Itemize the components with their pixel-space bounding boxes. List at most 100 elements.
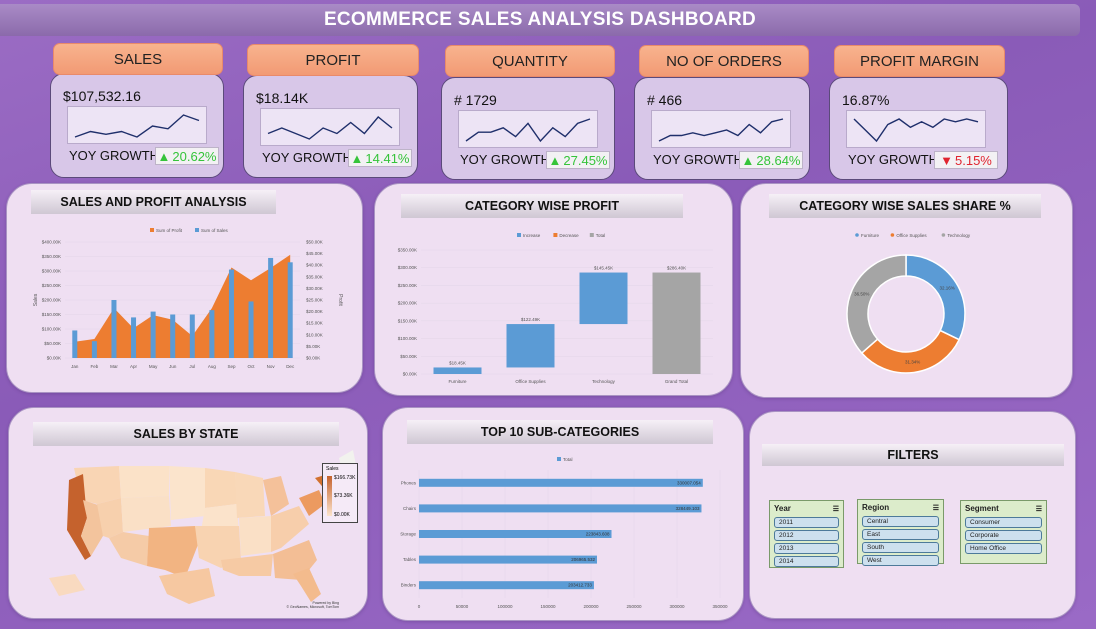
waterfall-bar — [433, 367, 482, 374]
hbar — [419, 478, 703, 487]
kpi-yoy-value: 27.45% — [563, 152, 608, 168]
y-tick-label: $400.00K — [42, 240, 61, 245]
data-label: $286.40K — [667, 266, 686, 271]
multi-select-icon[interactable]: ☰ — [932, 504, 939, 512]
us-map[interactable] — [9, 408, 367, 618]
kpi-yoy-value: 5.15% — [955, 152, 992, 168]
sales-profit-chart: Sum of Profit Sum of Sales $400.00K $350.00… — [33, 228, 343, 369]
x-tick-label: Jun — [169, 364, 177, 369]
y-tick-label: $0.00K — [47, 356, 61, 361]
slicer-item[interactable]: Consumer — [965, 517, 1042, 528]
legend-label: Office Supplies — [896, 233, 927, 238]
map-attribution-line: © GeoNames, Microsoft, TomTom — [286, 605, 340, 609]
slicer-item[interactable]: Home Office — [965, 543, 1042, 554]
triangle-up-icon: ▲ — [350, 150, 364, 166]
legend-swatch — [557, 457, 561, 461]
x-tick-label: 200000 — [583, 604, 599, 609]
slicer-item[interactable]: 2011 — [774, 517, 839, 528]
x-tick-label: Jul — [189, 364, 195, 369]
multi-select-icon[interactable]: ☰ — [1035, 505, 1042, 513]
x-tick-label: Technology — [592, 379, 616, 384]
data-label: 36.50% — [854, 292, 869, 297]
y-tick-label: $50.00K — [44, 341, 61, 346]
slicer-item[interactable]: West — [862, 555, 939, 566]
slicer-item[interactable]: Central — [862, 516, 939, 527]
kpi-label: PROFIT — [247, 44, 419, 76]
x-tick-label: 0 — [418, 604, 421, 609]
y-tick-label: Chairs — [403, 506, 417, 511]
slicer-item[interactable]: Corporate — [965, 530, 1042, 541]
kpi-label: SALES — [53, 43, 223, 75]
kpi-yoy-label: YOY GROWTH — [653, 152, 744, 167]
slicer-item[interactable]: 2012 — [774, 530, 839, 541]
multi-select-icon[interactable]: ☰ — [832, 505, 839, 513]
y-axis-label: Sales — [33, 293, 39, 306]
y-tick-label: $0.00K — [403, 372, 417, 377]
map-legend-gradient — [327, 476, 332, 516]
y-tick-label: $100.00K — [42, 327, 61, 332]
filters-panel: FILTERS Year ☰ 2011 2012 2013 2014 Region ☰ Cent… — [749, 411, 1076, 619]
kpi-yoy-label: YOY GROWTH — [460, 152, 551, 167]
data-label: 223843.608 — [586, 532, 610, 537]
map-legend-title: Sales — [326, 466, 339, 472]
triangle-down-icon: ▼ — [940, 152, 953, 168]
slicer-region: Region ☰ Central East South West — [857, 499, 944, 566]
y-tick-label: $300.00K — [42, 269, 61, 274]
hbar — [419, 530, 612, 538]
sales-bar — [72, 330, 78, 358]
map-legend-min: $0.00K — [334, 512, 350, 518]
top-subcategories-panel: TOP 10 SUB-CATEGORIES Total 0 50000 100000 1… — [382, 407, 744, 621]
x-tick-label: 300000 — [669, 604, 685, 609]
legend-label: Technology — [947, 233, 971, 238]
kpi-label: PROFIT MARGIN — [834, 45, 1005, 77]
triangle-up-icon: ▲ — [741, 152, 755, 168]
data-label: 32.16% — [939, 286, 954, 291]
x-tick-label: Sep — [227, 364, 236, 369]
legend-swatch — [517, 233, 521, 237]
y-tick-label: $350.00K — [42, 254, 61, 259]
y-tick-label: $200.00K — [42, 298, 61, 303]
x-tick-label: Nov — [267, 364, 276, 369]
sales-bar — [131, 317, 137, 358]
slicer-title: Segment — [965, 504, 999, 513]
map-legend-mid: $73.36K — [334, 493, 353, 499]
legend-label: Total — [596, 233, 606, 238]
legend-label: Increase — [523, 233, 541, 238]
sales-bar — [150, 311, 156, 358]
slicer-item[interactable]: 2013 — [774, 543, 839, 554]
x-tick-label: Grand Total — [665, 379, 688, 384]
slicer-item[interactable]: East — [862, 529, 939, 540]
sales-bar — [91, 341, 97, 358]
kpi-yoy-value: 14.41% — [365, 150, 410, 166]
x-tick-label: Dec — [286, 364, 295, 369]
profit-area — [74, 254, 291, 358]
x-tick-label: Feb — [90, 364, 98, 369]
x-tick-label: Office Supplies — [515, 379, 546, 384]
panel-title: SALES BY STATE — [33, 422, 339, 446]
kpi-yoy-label: YOY GROWTH — [262, 150, 353, 165]
y2-tick-label: $35.00K — [306, 274, 323, 279]
data-label: 206965.532 — [571, 557, 595, 562]
y2-tick-label: $20.00K — [306, 309, 323, 314]
hbar — [419, 504, 702, 513]
x-tick-label: 50000 — [456, 604, 469, 609]
data-label: $145.45K — [594, 266, 613, 271]
x-tick-label: Oct — [248, 364, 256, 369]
slicer-title: Region — [862, 503, 890, 512]
y-tick-label: Storage — [400, 532, 416, 537]
y-tick-label: $300.00K — [398, 265, 417, 270]
legend-label: Decrease — [559, 233, 579, 238]
slicer-segment: Segment ☰ Consumer Corporate Home Office — [960, 500, 1047, 564]
category-share-panel: CATEGORY WISE SALES SHARE % Furniture Off… — [740, 183, 1073, 398]
panel-title: TOP 10 SUB-CATEGORIES — [407, 420, 713, 444]
slicer-item[interactable]: South — [862, 542, 939, 553]
slicer-item[interactable]: 2014 — [774, 556, 839, 567]
legend-swatch — [195, 228, 199, 232]
y2-tick-label: $45.00K — [306, 251, 323, 256]
data-label: $122.49K — [521, 317, 540, 322]
y2-tick-label: $30.00K — [306, 286, 323, 291]
panel-title: FILTERS — [762, 444, 1064, 466]
sales-bar — [209, 310, 215, 358]
x-tick-label: Furniture — [448, 379, 467, 384]
y-tick-label: $200.00K — [398, 301, 417, 306]
